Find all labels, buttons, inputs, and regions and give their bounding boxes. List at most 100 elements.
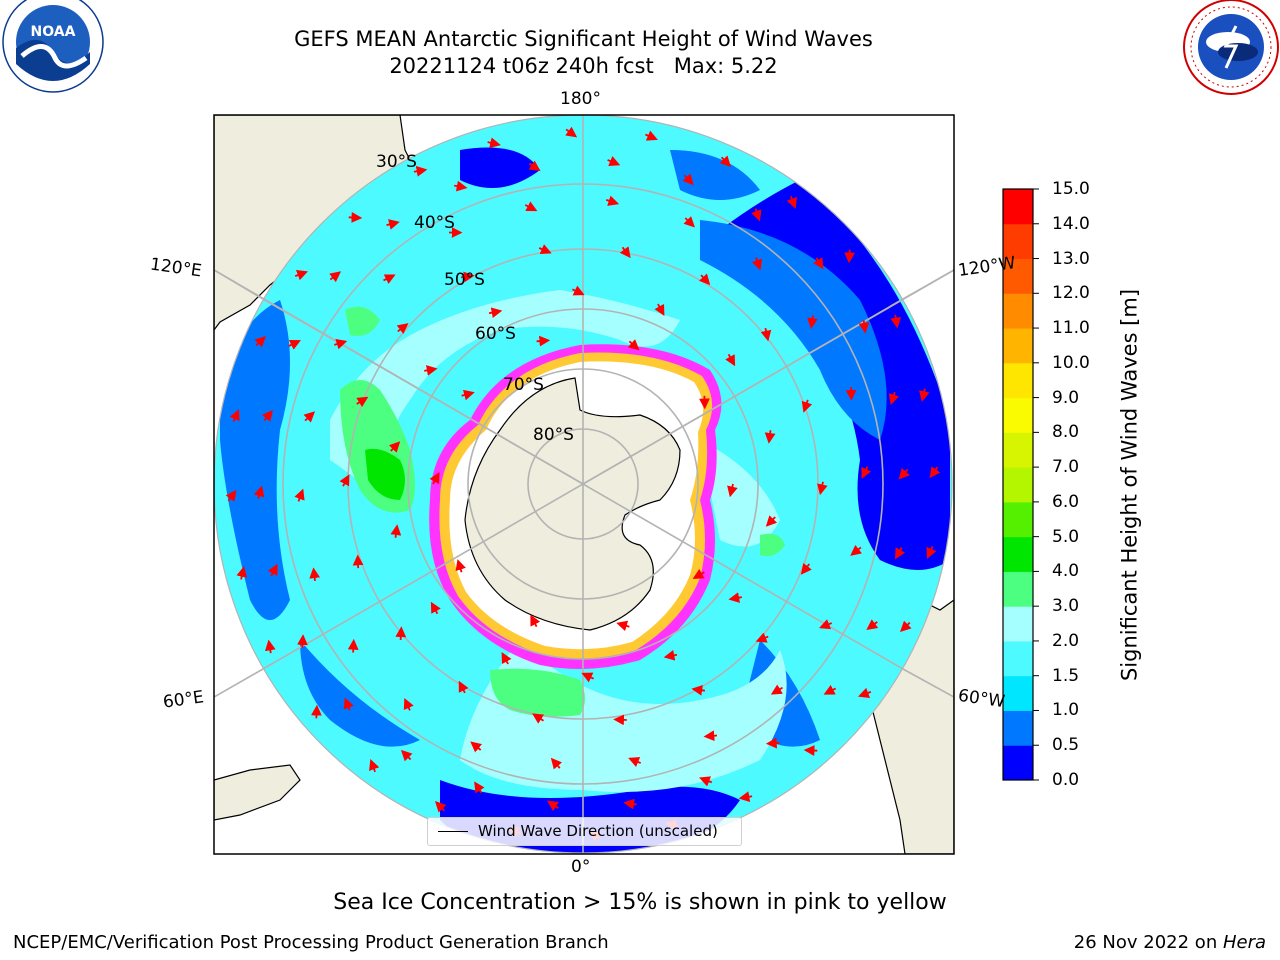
wind-wave-arrow <box>488 307 503 318</box>
lat-label-80s: 80°S <box>533 425 574 445</box>
wind-wave-arrow <box>760 327 772 342</box>
wind-wave-arrow <box>288 340 301 350</box>
wind-wave-arrow <box>619 246 631 259</box>
wind-wave-arrow <box>800 562 812 575</box>
wind-wave-arrow <box>487 137 501 148</box>
wind-wave-arrow <box>919 388 930 402</box>
wind-wave-arrow <box>627 339 640 351</box>
wind-wave-arrow <box>813 257 824 270</box>
colorbar-segment <box>1003 501 1033 538</box>
wind-wave-arrow <box>692 568 705 579</box>
wind-wave-arrow <box>297 634 308 648</box>
wind-wave-arrow <box>311 704 322 719</box>
wind-wave-arrow <box>728 592 742 603</box>
wind-wave-arrow <box>303 411 316 423</box>
nws-logo-icon <box>1183 0 1279 95</box>
legend-label: Wind Wave Direction (unscaled) <box>478 822 718 840</box>
wind-wave-arrow <box>388 441 401 453</box>
lat-label-60s: 60°S <box>475 324 516 344</box>
wind-wave-arrow <box>801 399 813 413</box>
wind-wave-arrow <box>254 336 266 348</box>
wind-wave-arrow <box>546 800 559 812</box>
legend-line-sample <box>438 831 468 832</box>
wind-wave-arrow <box>395 626 407 640</box>
wind-wave-arrow <box>823 684 837 695</box>
footer-host: Hera <box>1222 932 1266 953</box>
colorbar-tick-label: 3.0 <box>1052 596 1080 617</box>
map-legend: Wind Wave Direction (unscaled) <box>427 817 742 846</box>
colorbar-tick-label: 10.0 <box>1052 352 1090 373</box>
wind-wave-arrow <box>530 614 541 628</box>
wind-wave-arrow <box>738 791 753 803</box>
colorbar-tick-label: 5.0 <box>1052 526 1080 547</box>
lat-label-70s: 70°S <box>503 375 544 395</box>
colorbar-title-text: Significant Height of Wind Waves [m] <box>1117 288 1142 682</box>
wind-wave-arrow <box>424 365 438 376</box>
chart-title: GEFS MEAN Antarctic Significant Height o… <box>294 27 873 51</box>
wind-wave-arrow <box>339 474 350 487</box>
colorbar-segment <box>1003 432 1033 468</box>
colorbar <box>1002 188 1039 781</box>
wind-wave-arrow <box>528 160 541 172</box>
wind-wave-arrow <box>356 396 369 408</box>
wind-wave-arrow <box>253 485 265 499</box>
wind-wave-arrow <box>623 798 637 810</box>
colorbar-tick-label: 7.0 <box>1052 457 1080 478</box>
wind-wave-arrow <box>225 489 237 502</box>
wind-wave-arrow <box>236 566 247 580</box>
wind-wave-arrow <box>770 684 783 695</box>
wind-wave-arrow <box>929 466 941 479</box>
wind-wave-arrow <box>396 323 409 334</box>
wind-wave-arrow <box>682 173 694 186</box>
wind-wave-arrow <box>703 730 718 742</box>
wind-wave-arrow <box>524 201 538 212</box>
wind-wave-arrow <box>403 698 414 711</box>
colorbar-tick-label: 1.5 <box>1052 665 1080 686</box>
colorbar-segment <box>1003 606 1033 642</box>
wind-wave-arrow <box>550 757 562 770</box>
colorbar-segment <box>1003 189 1033 225</box>
wind-wave-arrow <box>454 180 468 192</box>
lon-label-180: 180° <box>560 89 601 109</box>
wind-wave-arrow <box>786 195 797 209</box>
wind-wave-arrow <box>850 544 862 556</box>
wind-wave-arrow <box>890 314 902 329</box>
wind-wave-arrow <box>817 481 828 496</box>
colorbar-tick-label: 0.0 <box>1052 770 1080 790</box>
lat-label-50s: 50°S <box>444 270 485 290</box>
lon-label-0: 0° <box>571 857 591 877</box>
wind-wave-arrow <box>699 776 713 787</box>
lat-label-30s: 30°S <box>376 152 417 172</box>
wind-wave-arrow <box>755 632 769 643</box>
wind-wave-arrow <box>751 257 763 271</box>
wind-wave-arrow <box>628 757 642 768</box>
colorbar-tick-label: 15.0 <box>1052 179 1090 199</box>
wind-wave-arrow <box>613 714 627 726</box>
wind-wave-arrow <box>435 801 447 813</box>
wind-wave-arrow <box>390 524 402 538</box>
colorbar-segment <box>1003 640 1033 677</box>
wind-wave-arrow <box>926 546 937 559</box>
wind-wave-arrow <box>803 745 818 756</box>
wind-wave-arrow <box>861 466 872 479</box>
colorbar-segment <box>1003 571 1033 607</box>
wind-wave-arrow <box>572 285 585 296</box>
chart-subtitle: 20221124 t06z 240h fcst Max: 5.22 <box>389 54 778 78</box>
colorbar-tick-label: 14.0 <box>1052 213 1090 234</box>
wind-wave-arrow <box>261 410 274 422</box>
wind-wave-arrow <box>764 430 776 444</box>
wind-wave-arrow <box>719 155 731 167</box>
wind-wave-arrow <box>413 165 428 177</box>
wind-wave-arrow <box>565 126 578 138</box>
wind-wave-arrows <box>225 126 941 842</box>
wind-wave-arrow <box>430 601 441 615</box>
wind-wave-arrow <box>898 467 910 480</box>
footer-date-text: 26 Nov 2022 on <box>1073 932 1223 953</box>
colorbar-tick-label: 8.0 <box>1052 422 1080 443</box>
sea-ice-note: Sea Ice Concentration > 15% is shown in … <box>333 890 947 915</box>
colorbar-segment <box>1003 675 1033 711</box>
footer-org: NCEP/EMC/Verification Post Processing Pr… <box>13 932 609 953</box>
colorbar-tick-label: 1.0 <box>1052 700 1080 721</box>
wind-wave-arrow <box>348 212 363 223</box>
colorbar-tick-label: 0.5 <box>1052 735 1080 756</box>
